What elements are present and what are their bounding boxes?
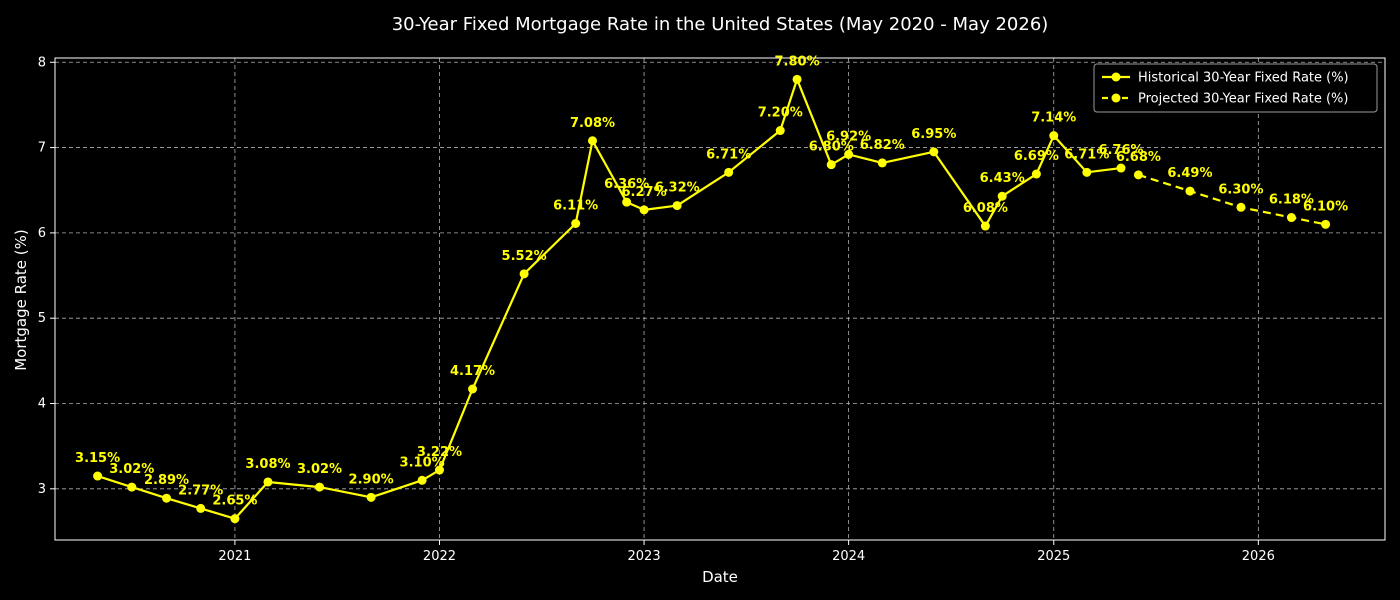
projected-data-point xyxy=(1133,170,1143,180)
data-label: 7.20% xyxy=(758,106,803,121)
historical-data-point xyxy=(417,475,427,485)
data-label: 6.49% xyxy=(1167,166,1212,181)
legend-marker xyxy=(1111,72,1121,82)
historical-data-point xyxy=(1082,167,1092,177)
data-label: 2.90% xyxy=(349,472,394,487)
y-tick-label: 5 xyxy=(38,311,46,326)
data-label: 3.15% xyxy=(75,451,120,466)
historical-data-point xyxy=(792,74,802,84)
historical-data-point xyxy=(93,471,103,481)
historical-data-point xyxy=(571,219,581,229)
data-label: 7.80% xyxy=(775,54,820,69)
data-label: 4.17% xyxy=(450,364,495,379)
y-tick-label: 4 xyxy=(38,397,46,412)
plot-frame xyxy=(54,57,1386,541)
data-label: 6.36% xyxy=(604,177,649,192)
historical-data-point xyxy=(877,158,887,168)
projected-data-point xyxy=(1286,213,1296,223)
plot-area: 2021 2022 2023 2024 2025 20263456783.15%3.02%… xyxy=(38,54,1386,564)
x-tick-label: 2022 xyxy=(423,549,456,564)
y-tick-label: 3 xyxy=(38,482,46,497)
data-label: 6.18% xyxy=(1269,193,1314,208)
projected-data-point xyxy=(1185,186,1195,196)
historical-data-point xyxy=(622,197,632,207)
historical-data-point xyxy=(468,384,478,394)
data-label: 2.65% xyxy=(212,494,257,509)
historical-data-point xyxy=(997,191,1007,201)
data-label: 6.69% xyxy=(1014,149,1059,164)
historical-data-point xyxy=(980,221,990,231)
projected-data-point xyxy=(1321,219,1331,229)
x-axis-label: Date xyxy=(702,568,738,586)
data-label: 6.71% xyxy=(1064,147,1109,162)
data-label: 3.22% xyxy=(417,445,462,460)
x-tick-label: 2023 xyxy=(628,549,661,564)
historical-data-point xyxy=(1116,163,1126,173)
historical-data-point xyxy=(196,503,206,513)
x-tick-label: 2021 xyxy=(218,549,251,564)
data-label: 6.08% xyxy=(963,201,1008,216)
data-label: 3.10% xyxy=(400,455,445,470)
data-label: 2.89% xyxy=(144,473,189,488)
historical-data-point xyxy=(672,201,682,211)
data-label: 3.02% xyxy=(297,462,342,477)
historical-data-point xyxy=(1031,169,1041,179)
historical-data-point xyxy=(366,492,376,502)
data-label: 6.43% xyxy=(980,171,1025,186)
data-label: 5.52% xyxy=(502,249,547,264)
historical-data-point xyxy=(434,465,444,475)
y-tick-label: 6 xyxy=(38,226,46,241)
y-axis-label: Mortgage Rate (%) xyxy=(12,229,30,371)
historical-data-point xyxy=(587,136,597,146)
data-label: 6.76% xyxy=(1098,143,1143,158)
historical-data-point xyxy=(1049,131,1059,141)
data-label: 6.68% xyxy=(1116,150,1161,165)
data-label: 6.32% xyxy=(655,181,700,196)
historical-data-point xyxy=(826,160,836,170)
data-label: 3.08% xyxy=(245,457,290,472)
x-tick-label: 2026 xyxy=(1242,549,1275,564)
historical-data-point xyxy=(724,167,734,177)
historical-data-point xyxy=(519,269,529,279)
historical-data-point xyxy=(315,482,325,492)
data-label: 7.08% xyxy=(570,116,615,131)
x-tick-label: 2024 xyxy=(832,549,865,564)
data-label: 6.30% xyxy=(1218,182,1263,197)
data-label: 6.10% xyxy=(1303,199,1348,214)
chart-title: 30-Year Fixed Mortgage Rate in the Unite… xyxy=(392,14,1049,35)
data-label: 6.82% xyxy=(860,138,905,153)
legend-entry-label: Historical 30-Year Fixed Rate (%) xyxy=(1138,71,1349,86)
historical-data-point xyxy=(263,477,273,487)
data-label: 6.92% xyxy=(826,129,871,144)
data-label: 7.14% xyxy=(1031,111,1076,126)
historical-rate-line xyxy=(97,78,1122,520)
projected-data-point xyxy=(1236,202,1246,212)
legend-marker xyxy=(1111,93,1121,103)
y-tick-label: 8 xyxy=(38,55,46,70)
legend: Historical 30-Year Fixed Rate (%) Project… xyxy=(1093,63,1378,113)
historical-data-point xyxy=(844,149,854,159)
y-tick-label: 7 xyxy=(38,141,46,156)
historical-data-point xyxy=(230,514,240,524)
legend-entry-label: Projected 30-Year Fixed Rate (%) xyxy=(1138,92,1348,107)
historical-data-point xyxy=(127,482,137,492)
data-label: 6.95% xyxy=(911,127,956,142)
data-label: 2.77% xyxy=(178,483,223,498)
data-label: 6.80% xyxy=(809,140,854,155)
historical-data-point xyxy=(929,147,939,157)
historical-data-point xyxy=(162,493,172,503)
data-label: 6.11% xyxy=(553,199,598,214)
data-label: 3.02% xyxy=(109,462,154,477)
data-label: 6.71% xyxy=(706,147,751,162)
historical-data-point xyxy=(639,205,649,215)
legend-box xyxy=(1093,63,1378,113)
x-tick-label: 2025 xyxy=(1037,549,1070,564)
data-label: 6.27% xyxy=(622,185,667,200)
historical-data-point xyxy=(775,126,785,136)
